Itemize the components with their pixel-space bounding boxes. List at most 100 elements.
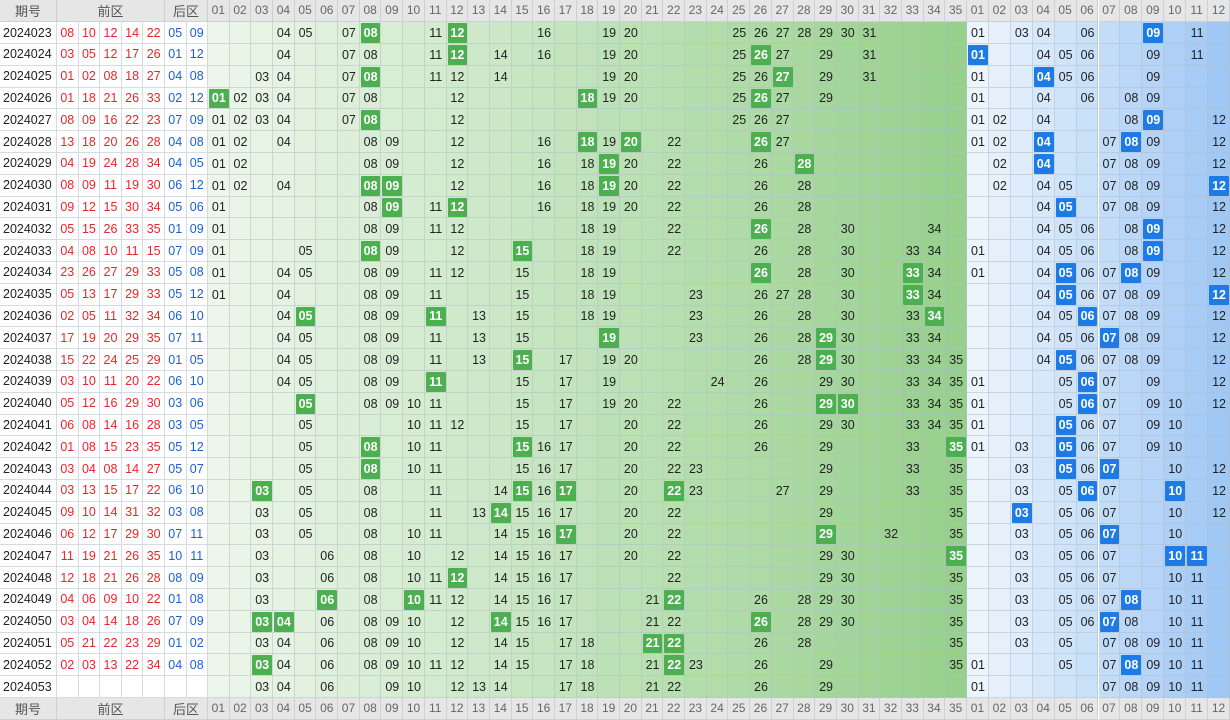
- front-trend-number: 18: [580, 244, 595, 259]
- front-bg-cell: [251, 392, 274, 415]
- front-trend-number: 28: [797, 287, 812, 302]
- front-hit-marker: 19: [599, 154, 619, 174]
- front-bg-cell: [685, 262, 707, 284]
- front-trend-number: 35: [949, 592, 964, 607]
- back-trend-number: 09: [1146, 265, 1161, 280]
- front-number-cell: 17: [100, 523, 122, 546]
- front-trend-number: 17: [558, 396, 573, 411]
- front-bg-cell: [815, 87, 837, 110]
- front-number-cell: 21: [100, 87, 122, 110]
- front-bg-cell: [923, 22, 946, 44]
- back-trend-number: 08: [1124, 222, 1139, 237]
- front-trend-number: 22: [667, 200, 682, 215]
- front-bg-cell: [858, 44, 881, 66]
- front-bg-cell: [381, 589, 404, 611]
- front-bg-cell: [208, 523, 230, 546]
- front-bg-cell: [489, 305, 512, 328]
- back-bg-cell: [1076, 632, 1099, 655]
- front-hit-marker: 08: [360, 23, 381, 43]
- back-bg-cell: [1186, 501, 1209, 524]
- front-bg-cell: [880, 414, 902, 437]
- front-hit-marker: 21: [642, 633, 663, 654]
- front-trend-number: 29: [819, 462, 833, 477]
- back-bg-cell: [1186, 283, 1209, 306]
- front-number-cell: 15: [143, 240, 165, 262]
- front-trend-number: 12: [450, 418, 465, 433]
- front-bg-cell: [836, 44, 859, 66]
- front-bg-cell: [294, 174, 317, 197]
- front-trend-number: 08: [363, 309, 378, 324]
- front-bg-cell: [468, 131, 490, 153]
- front-bg-cell: [316, 44, 339, 66]
- front-bg-cell: [316, 392, 339, 415]
- front-bg-cell: [598, 545, 620, 568]
- back-trend-number: 01: [971, 680, 985, 695]
- front-trend-number: 22: [667, 222, 682, 237]
- front-number-cell: 21: [78, 632, 101, 655]
- front-bg-cell: [489, 218, 512, 241]
- back-number-cell: 06: [186, 392, 208, 415]
- front-bg-cell: [728, 283, 751, 306]
- front-trend-number: 09: [385, 374, 400, 389]
- front-bg-cell: [771, 545, 794, 568]
- bottom-front-col-17: 17: [554, 698, 577, 720]
- front-number-cell: 29: [143, 349, 165, 371]
- back-number-cell: 01: [165, 218, 187, 241]
- front-bg-cell: [598, 109, 620, 132]
- back-number-cell: 04: [165, 153, 187, 175]
- front-bg-cell: [229, 65, 252, 88]
- front-number-cell: 02: [57, 305, 79, 328]
- front-bg-cell: [880, 196, 902, 219]
- front-bg-cell: [641, 218, 664, 241]
- front-bg-cell: [316, 436, 339, 459]
- front-bg-cell: [706, 22, 729, 44]
- front-trend-number: 15: [515, 549, 530, 564]
- front-bg-cell: [403, 240, 425, 262]
- back-trend-number: 03: [1014, 462, 1029, 477]
- front-hit-marker: 08: [360, 175, 381, 196]
- front-bg-cell: [858, 240, 881, 262]
- front-number-cell: 23: [57, 262, 79, 284]
- front-trend-number: 15: [515, 287, 530, 302]
- front-bg-cell: [880, 589, 902, 611]
- front-number-cell: 15: [57, 349, 79, 371]
- front-bg-cell: [620, 44, 642, 66]
- front-trend-number: 09: [385, 396, 400, 411]
- back-number-cell: [186, 676, 208, 698]
- back-bg-cell: [967, 501, 989, 524]
- front-bg-cell: [424, 44, 447, 66]
- back-trend-number: 09: [1146, 47, 1161, 62]
- front-trend-number: 30: [840, 331, 855, 346]
- front-bg-cell: [923, 87, 946, 110]
- front-bg-cell: [945, 87, 967, 110]
- front-bg-cell: [663, 87, 686, 110]
- back-trend-number: 07: [1102, 178, 1117, 193]
- front-hit-marker: 11: [425, 306, 446, 327]
- front-bg-cell: [489, 392, 512, 415]
- front-trend-number: 10: [407, 614, 421, 629]
- front-bg-cell: [359, 414, 382, 437]
- back-number-cell: 08: [186, 589, 208, 611]
- front-trend-number: 14: [493, 658, 508, 673]
- front-bg-cell: [750, 109, 772, 132]
- back-bg-cell: [1032, 567, 1055, 589]
- front-bg-cell: [446, 458, 469, 480]
- back-trend-number: 09: [1146, 374, 1161, 389]
- front-trend-number: 17: [558, 592, 573, 607]
- back-trend-number: 04: [1036, 91, 1051, 106]
- front-bg-cell: [771, 523, 794, 546]
- front-trend-number: 11: [429, 47, 443, 62]
- back-trend-number: 06: [1080, 418, 1095, 433]
- top-front-col-11: 11: [424, 0, 447, 22]
- back-hit-marker: 04: [1033, 132, 1054, 152]
- front-bg-cell: [446, 65, 469, 88]
- front-bg-cell: [468, 458, 490, 480]
- front-bg-cell: [793, 458, 816, 480]
- front-trend-number: 26: [754, 658, 768, 673]
- front-bg-cell: [338, 153, 360, 175]
- back-trend-number: 11: [1190, 658, 1204, 673]
- back-bg-cell: [1032, 371, 1055, 393]
- front-number-cell: 16: [100, 109, 122, 132]
- front-bg-cell: [771, 501, 794, 524]
- front-bg-cell: [381, 131, 404, 153]
